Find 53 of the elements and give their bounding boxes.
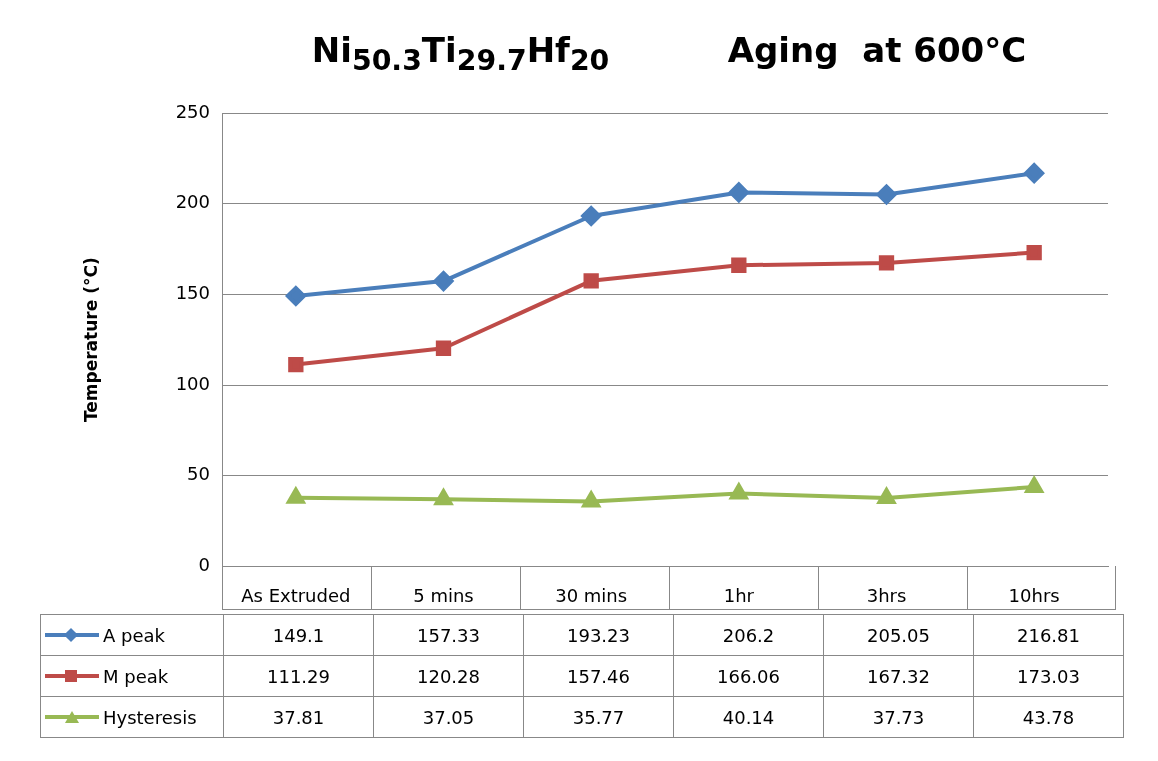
y-tick-label: 0: [198, 554, 210, 576]
data-label: 216.81: [973, 614, 1124, 656]
y-tick-label: 150: [175, 282, 210, 304]
y-tick-label: 100: [175, 372, 210, 394]
data-label: 37.73: [823, 696, 974, 738]
y-tick-label: 50: [187, 463, 210, 485]
point: [731, 257, 747, 273]
x-tick-label: 30 mins: [555, 584, 628, 606]
chart-title: Ni$_{50.3}$Ti$_{29.7}$Hf$_{20}$ Aging at 600°C: [311, 30, 1027, 77]
point: [433, 271, 454, 292]
legend-label: Hysteresis: [103, 706, 197, 728]
point: [288, 356, 304, 373]
point: [877, 487, 896, 504]
legend-label: A peak: [103, 624, 165, 646]
y-axis-title: Temperature (°C): [80, 257, 101, 423]
data-label: 37.81: [223, 696, 374, 738]
data-label: 173.03: [973, 655, 1124, 697]
point: [728, 182, 749, 203]
x-tick-label: As Extruded: [241, 584, 351, 606]
x-tick-label: 1hr: [723, 584, 755, 606]
point: [1024, 163, 1045, 184]
data-label: 205.05: [823, 614, 974, 656]
point: [878, 255, 895, 271]
data-label: 166.06: [673, 655, 824, 697]
data-label: 40.14: [673, 696, 824, 738]
data-label: 37.05: [373, 696, 524, 738]
y-tick-label: 250: [175, 100, 210, 122]
point: [285, 485, 306, 504]
data-label: 43.78: [973, 696, 1124, 738]
point: [876, 184, 897, 205]
data-label: 157.46: [523, 655, 674, 697]
point: [434, 489, 453, 506]
legend-label: M peak: [103, 665, 169, 687]
point: [728, 481, 749, 500]
point: [435, 340, 452, 356]
data-label: 111.29: [223, 655, 374, 697]
point: [285, 285, 306, 306]
data-label: 167.32: [823, 655, 974, 697]
y-tick-label: 200: [175, 191, 210, 213]
point: [1025, 477, 1044, 493]
data-label: 193.23: [523, 614, 674, 656]
data-label: 149.1: [223, 614, 374, 656]
data-label: 206.2: [673, 614, 824, 656]
point: [580, 489, 602, 508]
x-tick-label: 5 mins: [413, 584, 474, 606]
point: [583, 273, 599, 289]
point: [1026, 244, 1042, 261]
data-label: 35.77: [523, 696, 674, 738]
point: [581, 205, 602, 226]
data-label: 157.33: [373, 614, 524, 656]
x-tick-label: 3hrs: [866, 584, 907, 606]
x-tick-label: 10hrs: [1008, 584, 1060, 606]
data-label: 120.28: [373, 655, 524, 697]
